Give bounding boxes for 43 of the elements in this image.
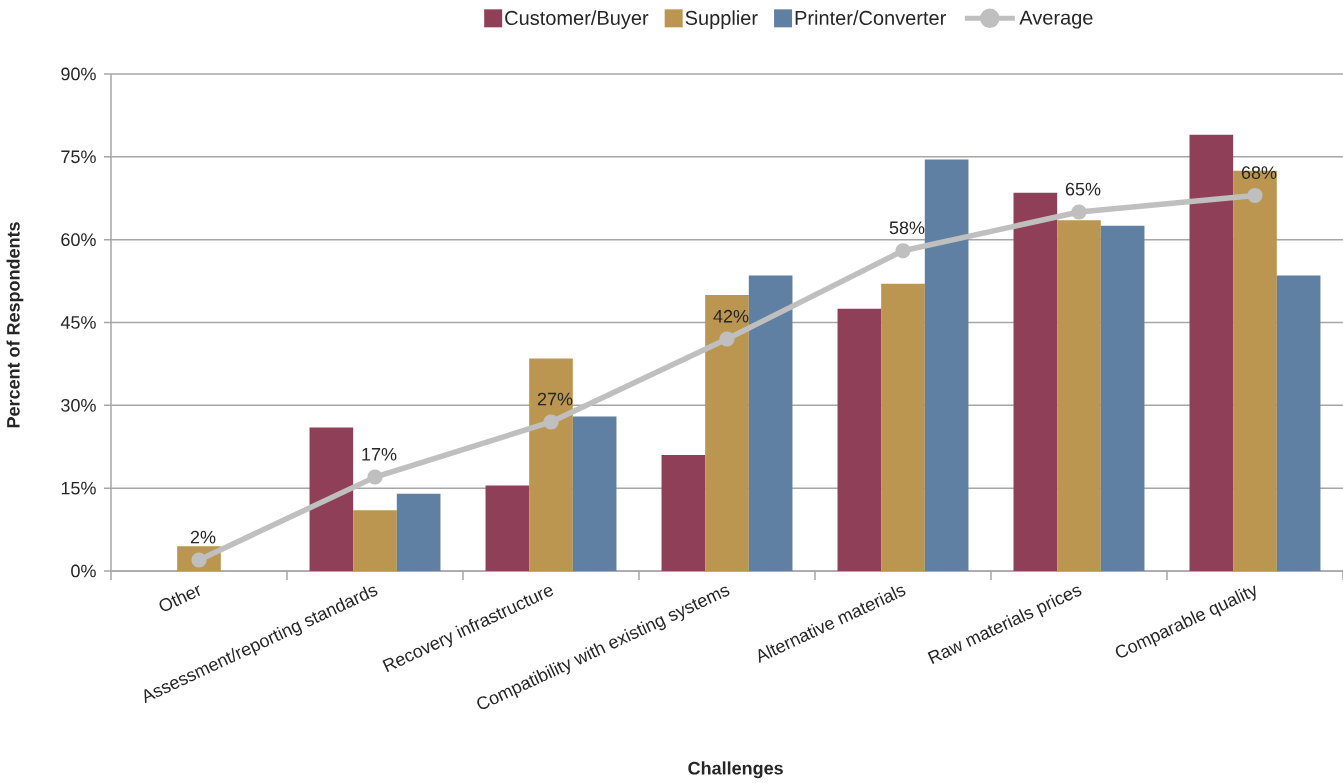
data-label: 65% [1065, 182, 1101, 196]
bar [881, 283, 925, 571]
bar [748, 275, 793, 571]
bar [661, 455, 706, 571]
bar [837, 308, 882, 571]
y-axis-title: Percent of Respondents [6, 222, 24, 428]
point [1071, 204, 1087, 220]
data-label: 2% [190, 530, 216, 544]
data-label: 17% [362, 447, 397, 461]
point [895, 243, 911, 259]
point [543, 414, 559, 430]
bar [529, 358, 573, 571]
bar [1276, 275, 1321, 571]
bar [1013, 192, 1058, 571]
y-tick-label: 0% [71, 564, 96, 578]
y-tick-label: 15% [61, 481, 96, 495]
y-tick-label: 75% [61, 150, 96, 164]
bar [353, 510, 397, 571]
point [719, 331, 735, 347]
bar [485, 485, 530, 571]
legend-label: Supplier [685, 10, 758, 29]
legend-label: Average [1019, 10, 1093, 29]
data-label: 42% [713, 309, 749, 323]
point [1247, 187, 1263, 204]
y-tick-label: 30% [61, 398, 96, 412]
bar [1057, 220, 1101, 571]
legend-label: Customer/Buyer [505, 10, 649, 29]
bar [1189, 134, 1234, 571]
bar [924, 159, 969, 571]
bar [705, 294, 749, 571]
x-axis-title: Challenges [688, 761, 783, 779]
bar [572, 416, 617, 571]
y-tick-label: 60% [61, 233, 96, 247]
data-label: 58% [889, 221, 925, 235]
data-label: 27% [537, 392, 573, 406]
bar [309, 427, 354, 571]
x-tick-label: Other [159, 585, 201, 612]
bar [1100, 225, 1145, 571]
legend-label: Printer/Converter [795, 10, 946, 26]
bar [396, 493, 441, 571]
point [367, 469, 383, 485]
y-tick-label: 45% [60, 316, 96, 329]
y-tick-label: 90% [61, 67, 96, 81]
